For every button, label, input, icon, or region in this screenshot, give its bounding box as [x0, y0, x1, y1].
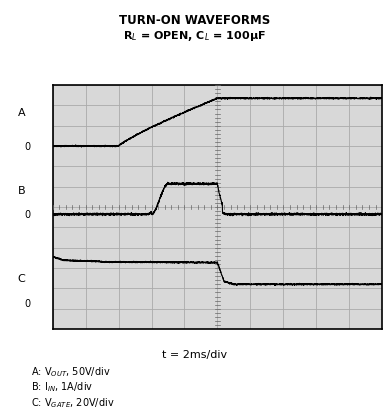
Text: A: V$_{OUT}$, 50V/div: A: V$_{OUT}$, 50V/div	[31, 364, 111, 378]
Text: B: B	[18, 185, 25, 196]
Text: B: I$_{IN}$, 1A/div: B: I$_{IN}$, 1A/div	[31, 380, 94, 393]
Text: A: A	[18, 107, 25, 117]
Text: 0: 0	[24, 210, 30, 220]
Text: C: C	[18, 274, 25, 283]
Text: 0: 0	[24, 142, 30, 152]
Text: t = 2ms/div: t = 2ms/div	[163, 349, 227, 359]
Text: C: V$_{GATE}$, 20V/div: C: V$_{GATE}$, 20V/div	[31, 395, 115, 409]
Text: TURN-ON WAVEFORMS: TURN-ON WAVEFORMS	[119, 14, 271, 27]
Text: 0: 0	[24, 298, 30, 308]
Text: R$_L$ = OPEN, C$_L$ = 100μF: R$_L$ = OPEN, C$_L$ = 100μF	[124, 29, 266, 43]
